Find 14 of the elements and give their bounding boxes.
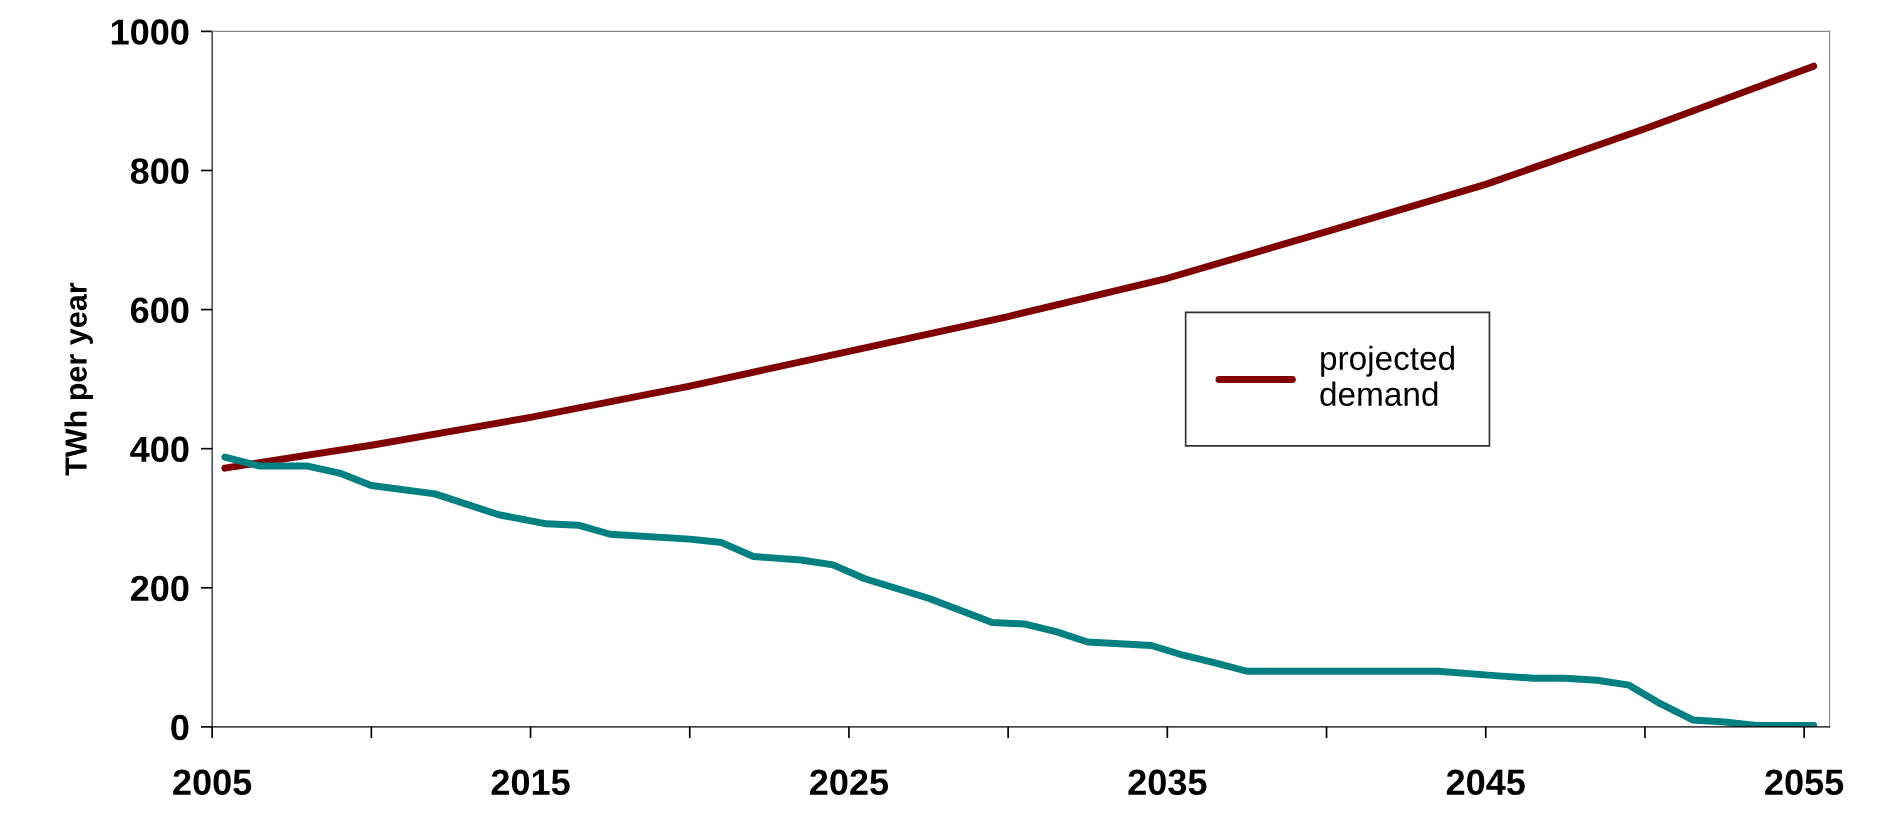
y-tick-label: 0	[171, 714, 189, 741]
y-axis-title: TWh per year	[64, 282, 93, 476]
x-tick-label: 2005	[173, 769, 252, 796]
x-tick-label: 2045	[1446, 769, 1525, 796]
y-tick-label: 400	[130, 436, 189, 463]
y-tick-label: 800	[130, 158, 189, 184]
x-tick-label: 2025	[810, 769, 889, 796]
x-tick-label: 2015	[491, 769, 570, 796]
y-tick-label: 1000	[111, 19, 189, 45]
x-tick-label: 2055	[1765, 769, 1844, 796]
y-tick-label: 200	[130, 575, 189, 602]
legend-label: projected demand	[1320, 345, 1454, 407]
y-tick-label: 600	[130, 297, 189, 324]
x-tick-label: 2035	[1128, 769, 1207, 796]
